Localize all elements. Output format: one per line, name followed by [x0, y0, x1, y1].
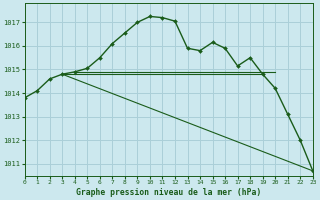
X-axis label: Graphe pression niveau de la mer (hPa): Graphe pression niveau de la mer (hPa)	[76, 188, 261, 197]
